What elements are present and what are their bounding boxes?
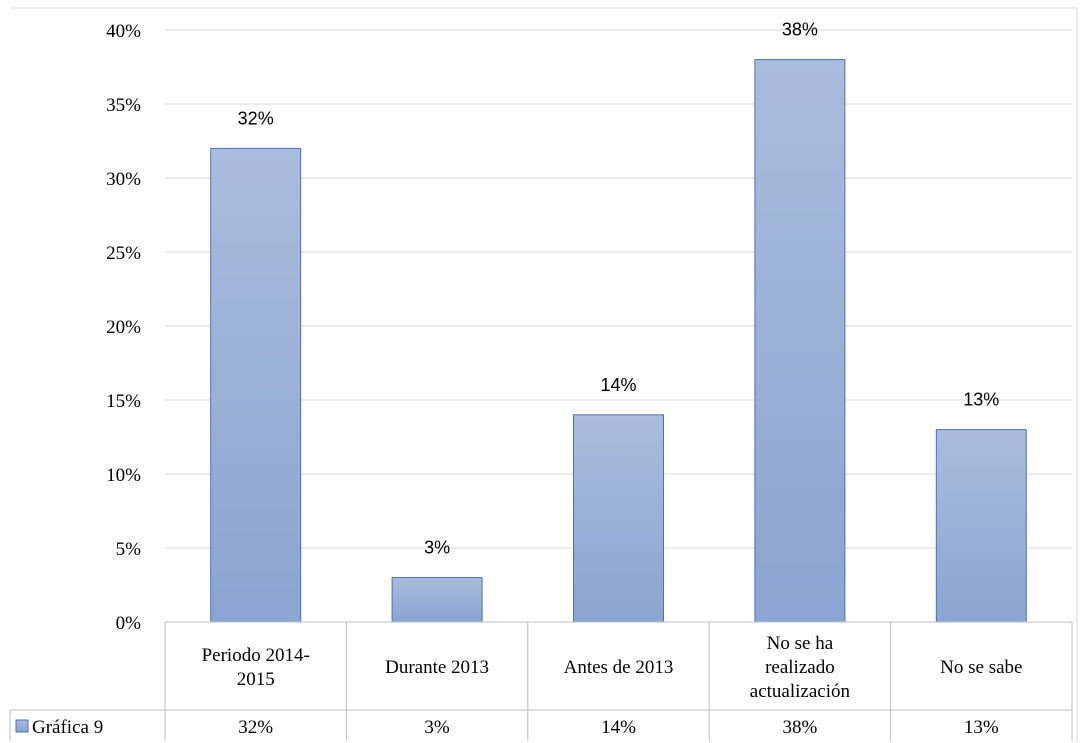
table-value: 32%: [238, 717, 273, 738]
data-label: 14%: [600, 375, 636, 395]
y-tick-label: 5%: [116, 539, 142, 560]
y-tick-label: 15%: [106, 391, 141, 412]
data-label: 13%: [963, 390, 999, 410]
category-label: Periodo 2014-: [202, 645, 310, 666]
category-label: 2015: [237, 669, 275, 690]
category-label: realizado: [765, 657, 835, 678]
data-label: 38%: [782, 20, 818, 40]
y-tick-label: 20%: [106, 317, 141, 338]
category-label: Antes de 2013: [564, 657, 674, 678]
legend-key: [15, 719, 29, 733]
data-label: 32%: [238, 108, 274, 128]
data-label: 3%: [424, 538, 450, 558]
category-label: Durante 2013: [385, 657, 489, 678]
table-value: 38%: [782, 717, 817, 738]
bar: [210, 147, 302, 623]
category-label: No se sabe: [940, 657, 1022, 678]
y-tick-label: 0%: [116, 613, 142, 634]
bar: [935, 429, 1027, 623]
y-tick-label: 30%: [106, 169, 141, 190]
bar: [391, 577, 483, 623]
table-value: 3%: [424, 717, 450, 738]
y-tick-label: 35%: [106, 95, 141, 116]
category-label: actualización: [750, 681, 851, 702]
table-value: 13%: [964, 717, 999, 738]
bars: [210, 59, 1027, 623]
y-tick-label: 10%: [106, 465, 141, 486]
data-labels: 32% 3% 14% 38% 13%: [238, 20, 1000, 558]
data-table: Periodo 2014- 2015 32% Durante 2013 3% Antes …: [9, 621, 1073, 741]
legend-series-name: Gráfica 9: [32, 717, 103, 738]
y-tick-label: 40%: [106, 21, 141, 42]
y-axis: 0% 5% 10% 15% 20% 25% 30% 35% 40%: [106, 21, 141, 634]
bar: [573, 414, 664, 623]
category-label: No se ha: [767, 633, 834, 654]
bar: [754, 59, 846, 623]
table-value: 14%: [601, 717, 636, 738]
gridlines: [10, 7, 1078, 741]
y-tick-label: 25%: [106, 243, 141, 264]
